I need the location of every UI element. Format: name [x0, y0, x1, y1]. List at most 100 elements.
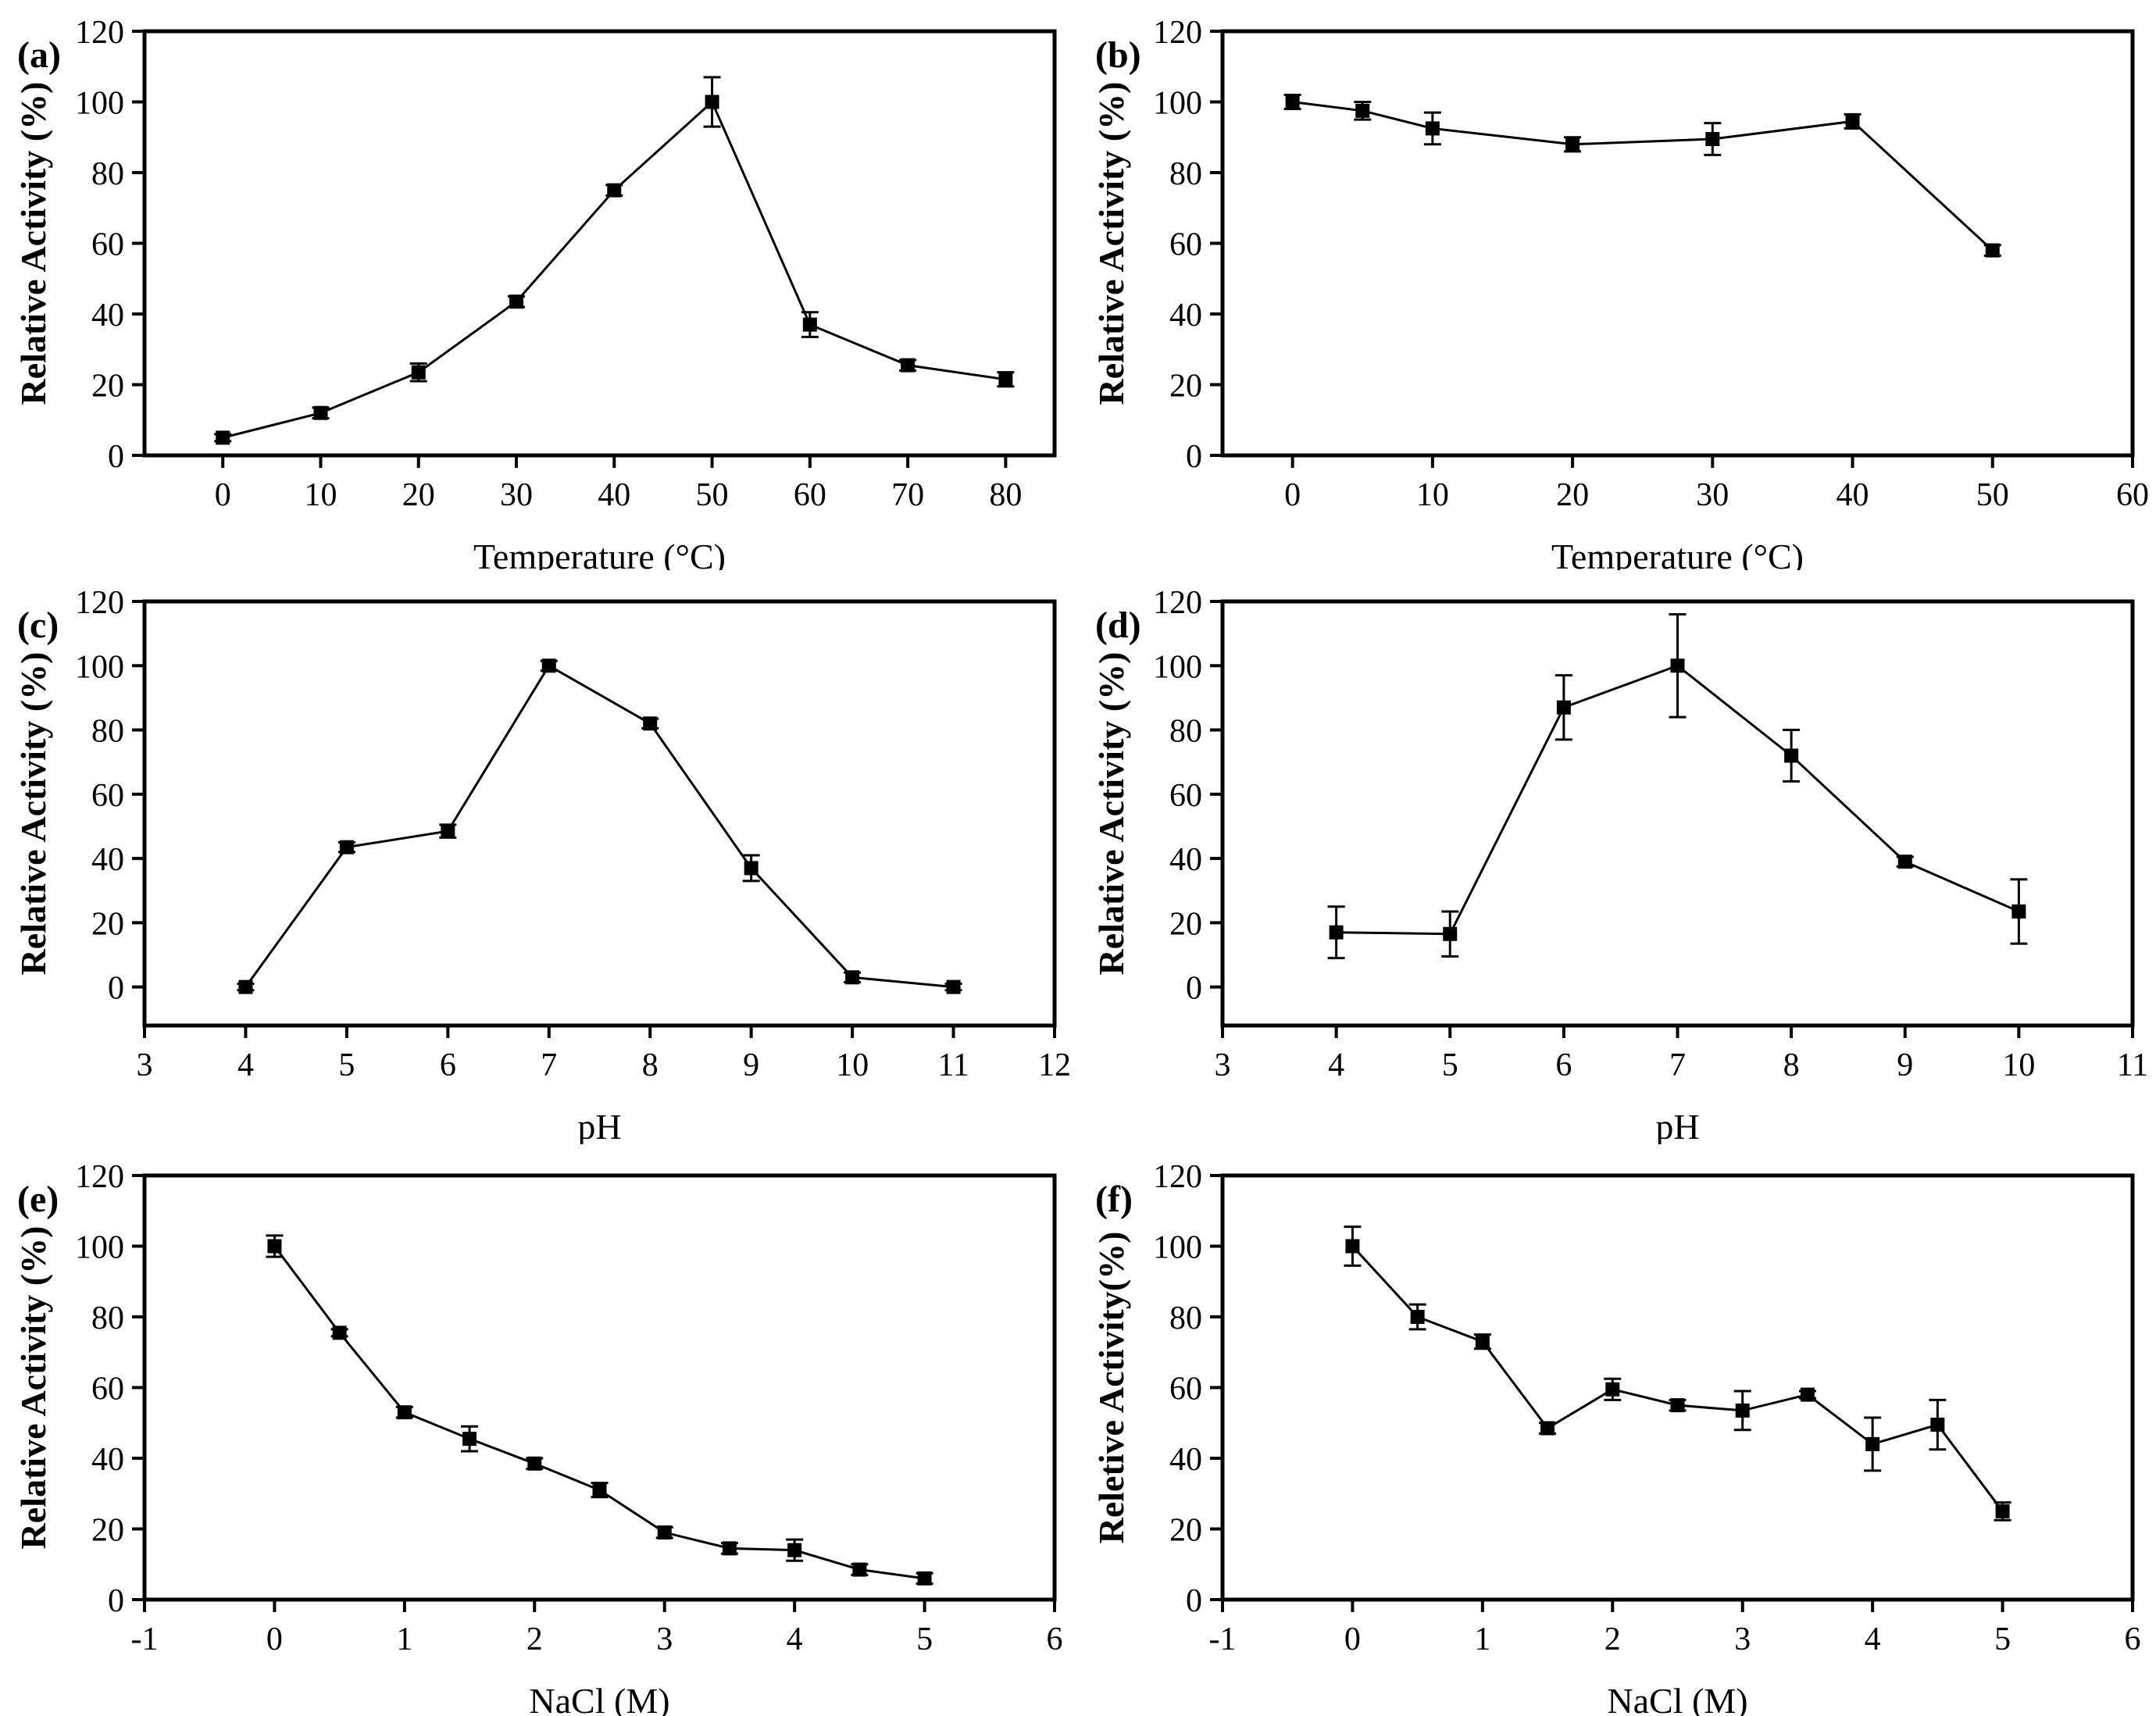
svg-text:120: 120 — [1153, 1159, 1202, 1195]
svg-text:120: 120 — [75, 15, 124, 51]
svg-text:20: 20 — [91, 369, 124, 405]
svg-text:60: 60 — [91, 1372, 124, 1407]
svg-text:6: 6 — [1555, 1047, 1572, 1083]
svg-text:80: 80 — [1169, 1300, 1202, 1336]
chart-panel-a: 0 10 20 30 40 50 60 70 80 0 20 40 60 80 100 120 Temperat… — [0, 0, 1078, 570]
svg-text:Relative Activity (%): Relative Activity (%) — [13, 82, 53, 405]
svg-text:Temperature (°C): Temperature (°C) — [1551, 537, 1804, 570]
svg-text:NaCl (M): NaCl (M) — [1607, 1681, 1747, 1716]
chart-panel-d: 3 4 5 6 7 8 9 10 11 0 20 40 60 80 100 120 pH Relative Act… — [1078, 570, 2156, 1144]
svg-text:9: 9 — [1897, 1047, 1913, 1083]
svg-text:3: 3 — [656, 1621, 673, 1657]
svg-text:60: 60 — [1169, 1372, 1202, 1407]
svg-text:30: 30 — [500, 477, 533, 513]
svg-text:10: 10 — [2002, 1047, 2035, 1083]
svg-text:7: 7 — [1669, 1047, 1686, 1083]
svg-text:10: 10 — [1416, 477, 1449, 513]
svg-text:Relative Activity (%): Relative Activity (%) — [13, 652, 53, 976]
svg-text:40: 40 — [91, 298, 124, 334]
svg-text:Relative Activity (%): Relative Activity (%) — [1091, 82, 1131, 405]
svg-text:50: 50 — [696, 477, 729, 513]
svg-text:4: 4 — [787, 1621, 803, 1657]
svg-text:1: 1 — [396, 1621, 412, 1657]
svg-text:120: 120 — [1153, 15, 1202, 51]
svg-text:80: 80 — [91, 714, 124, 750]
svg-text:50: 50 — [1976, 477, 2009, 513]
svg-text:7: 7 — [541, 1047, 557, 1083]
svg-text:60: 60 — [91, 778, 124, 814]
chart-panel-f: -1 0 1 2 3 4 5 6 0 20 40 60 80 100 120 NaCl (M) Reletive… — [1078, 1144, 2156, 1716]
svg-text:20: 20 — [1169, 1513, 1202, 1549]
chart-panel-e: -1 0 1 2 3 4 5 6 0 20 40 60 80 100 120 NaCl (M) Relative… — [0, 1144, 1078, 1716]
svg-text:0: 0 — [108, 439, 124, 475]
svg-text:0: 0 — [108, 1583, 124, 1619]
svg-text:40: 40 — [91, 842, 124, 878]
svg-text:40: 40 — [91, 1442, 124, 1478]
svg-text:(b): (b) — [1095, 34, 1141, 76]
svg-text:20: 20 — [1169, 906, 1202, 942]
svg-text:9: 9 — [743, 1047, 759, 1083]
svg-text:0: 0 — [266, 1621, 283, 1657]
svg-text:6: 6 — [1047, 1621, 1063, 1657]
svg-text:100: 100 — [1153, 1230, 1202, 1266]
svg-text:60: 60 — [1169, 778, 1202, 814]
svg-text:60: 60 — [91, 227, 124, 263]
svg-text:120: 120 — [1153, 585, 1202, 621]
svg-text:100: 100 — [1153, 649, 1202, 685]
svg-text:120: 120 — [75, 585, 124, 621]
svg-text:40: 40 — [1169, 298, 1202, 334]
svg-text:40: 40 — [1837, 477, 1869, 513]
svg-text:-1: -1 — [1209, 1621, 1237, 1657]
svg-text:8: 8 — [1783, 1047, 1800, 1083]
svg-text:70: 70 — [891, 477, 924, 513]
chart-panel-b: 0 10 20 30 40 50 60 0 20 40 60 80 100 120 Temperature … — [1078, 0, 2156, 570]
svg-text:100: 100 — [1153, 86, 1202, 122]
svg-text:40: 40 — [598, 477, 630, 513]
svg-text:0: 0 — [1186, 439, 1202, 475]
svg-text:-1: -1 — [131, 1621, 159, 1657]
svg-text:6: 6 — [440, 1047, 456, 1083]
chart-svg-b: 0 10 20 30 40 50 60 0 20 40 60 80 100 120 Temperature … — [1091, 15, 2149, 570]
svg-text:5: 5 — [1442, 1047, 1458, 1083]
svg-text:(a): (a) — [17, 34, 61, 76]
svg-text:40: 40 — [1169, 842, 1202, 878]
svg-text:Relative Activity (%): Relative Activity (%) — [1091, 652, 1131, 976]
svg-text:5: 5 — [1994, 1621, 2011, 1657]
svg-text:80: 80 — [1169, 156, 1202, 192]
svg-text:4: 4 — [237, 1047, 254, 1083]
svg-text:60: 60 — [2116, 477, 2149, 513]
svg-text:4: 4 — [1865, 1621, 1881, 1657]
svg-text:0: 0 — [215, 477, 231, 513]
svg-text:80: 80 — [989, 477, 1022, 513]
svg-text:11: 11 — [937, 1047, 969, 1083]
svg-text:10: 10 — [304, 477, 337, 513]
svg-text:10: 10 — [836, 1047, 869, 1083]
svg-text:40: 40 — [1169, 1442, 1202, 1478]
svg-text:3: 3 — [1734, 1621, 1751, 1657]
svg-text:80: 80 — [91, 156, 124, 192]
svg-text:Relative Activity (%): Relative Activity (%) — [13, 1226, 53, 1550]
svg-text:20: 20 — [1169, 369, 1202, 405]
svg-text:5: 5 — [916, 1621, 933, 1657]
svg-text:30: 30 — [1696, 477, 1729, 513]
svg-text:(e): (e) — [17, 1179, 59, 1220]
svg-text:100: 100 — [75, 1230, 124, 1266]
svg-text:0: 0 — [108, 971, 124, 1007]
svg-text:20: 20 — [1556, 477, 1589, 513]
svg-text:6: 6 — [2125, 1621, 2141, 1657]
svg-text:0: 0 — [1344, 1621, 1361, 1657]
svg-text:0: 0 — [1186, 971, 1202, 1007]
svg-text:2: 2 — [1605, 1621, 1621, 1657]
svg-text:pH: pH — [577, 1107, 621, 1144]
svg-text:11: 11 — [2117, 1047, 2148, 1083]
svg-text:1: 1 — [1474, 1621, 1490, 1657]
svg-text:60: 60 — [794, 477, 826, 513]
svg-text:12: 12 — [1038, 1047, 1071, 1083]
svg-text:NaCl (M): NaCl (M) — [529, 1681, 669, 1716]
svg-text:(f): (f) — [1095, 1179, 1133, 1220]
svg-text:20: 20 — [402, 477, 435, 513]
svg-text:2: 2 — [527, 1621, 543, 1657]
